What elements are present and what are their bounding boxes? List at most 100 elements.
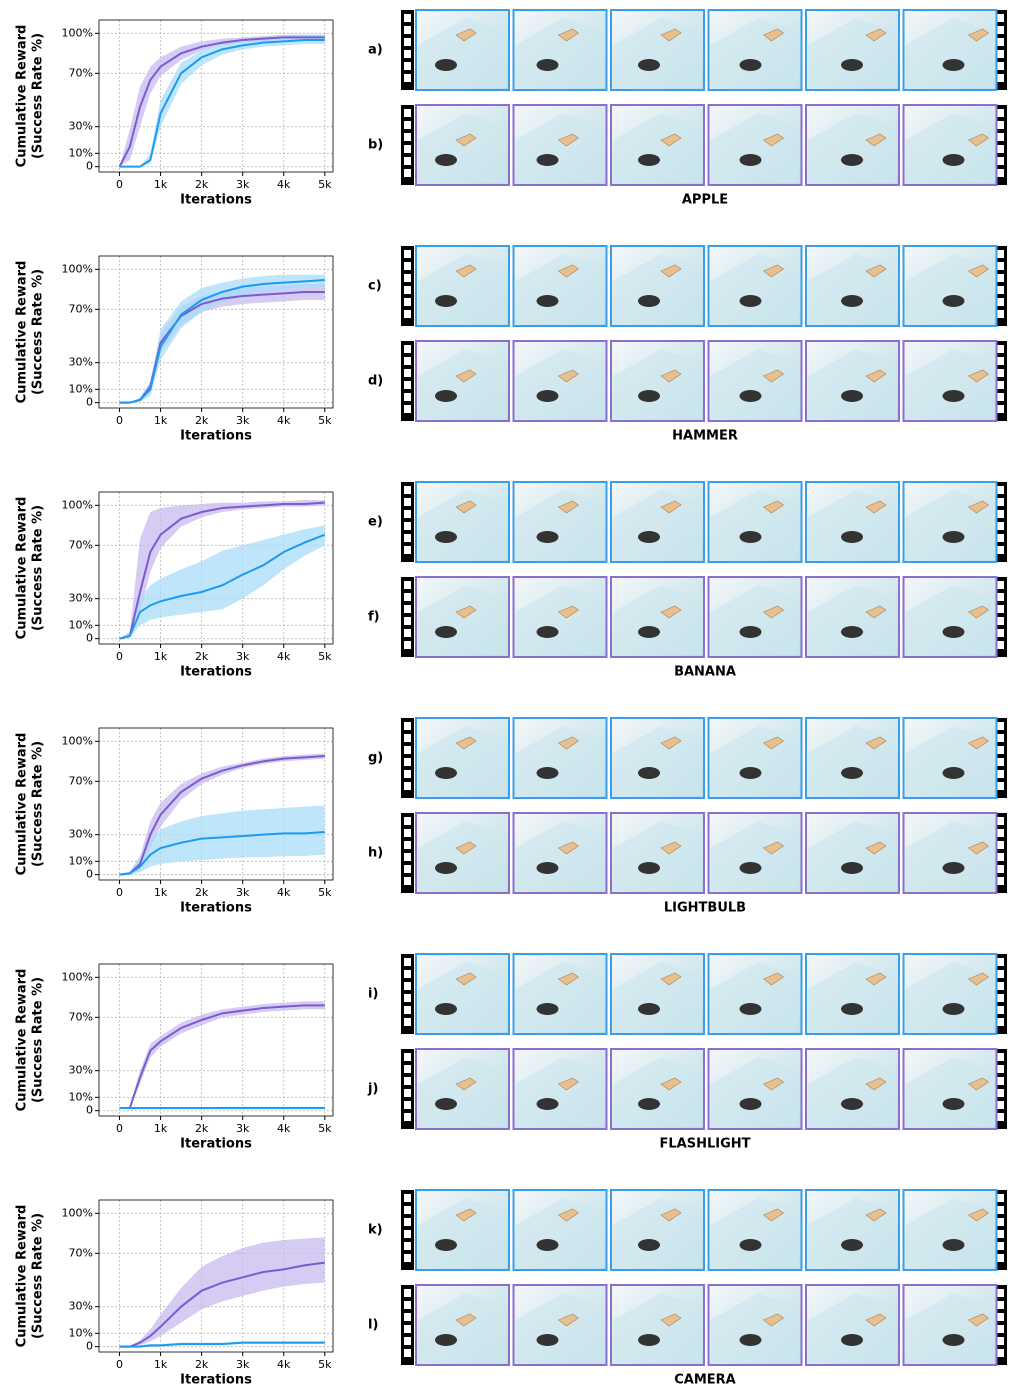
shadow — [536, 1334, 559, 1346]
film-hole — [997, 405, 1004, 413]
shadow — [841, 531, 863, 543]
shadow — [739, 626, 762, 638]
line-series — [119, 1261, 325, 1348]
film-hole — [404, 369, 411, 377]
table-surface — [418, 1198, 507, 1268]
shadow — [841, 59, 863, 71]
film-hole — [404, 121, 411, 129]
film-hole — [997, 1313, 1004, 1321]
y-axis-label: (Success Rate %) — [31, 505, 46, 631]
row-label: g) — [368, 751, 383, 766]
y-axis-label: (Success Rate %) — [31, 977, 46, 1103]
hand — [967, 1208, 990, 1222]
x-tick-label: 4k — [277, 178, 291, 191]
shadow — [536, 862, 559, 874]
shadow — [942, 154, 965, 166]
film-hole — [997, 1289, 1004, 1297]
film-hole — [404, 381, 411, 389]
film-hole — [404, 1289, 411, 1297]
y-axis-label: (Success Rate %) — [31, 33, 46, 159]
film-hole — [997, 1218, 1004, 1226]
x-tick-label: 4k — [277, 650, 291, 663]
film-hole — [404, 510, 411, 518]
shadow — [536, 626, 559, 638]
shadow — [841, 1239, 863, 1251]
hand — [557, 133, 580, 147]
row-label: k) — [368, 1223, 383, 1238]
y-tick-label: 30% — [69, 120, 93, 133]
y-tick-label: 70% — [69, 302, 93, 315]
film-hole — [404, 1218, 411, 1226]
hand — [967, 736, 990, 750]
film-hole — [997, 770, 1004, 778]
shadow — [536, 59, 559, 71]
confidence-band — [119, 500, 325, 639]
shadow — [638, 531, 660, 543]
film-hole — [997, 982, 1004, 990]
line-series — [119, 1004, 325, 1109]
shadow — [435, 390, 457, 402]
film-hole — [404, 605, 411, 613]
hand — [660, 605, 682, 619]
hand — [762, 972, 785, 986]
table-surface — [418, 349, 507, 419]
row-label: a) — [368, 43, 383, 58]
y-tick-label: 0 — [86, 868, 93, 881]
shadow — [841, 1003, 863, 1015]
film-hole — [997, 1254, 1004, 1262]
shadow — [942, 767, 965, 779]
hand — [967, 972, 990, 986]
x-tick-label: 0 — [116, 414, 123, 427]
film-hole — [997, 1065, 1004, 1073]
hand — [557, 500, 580, 514]
film-hole — [997, 109, 1004, 117]
film-hole — [997, 145, 1004, 153]
shadow — [942, 1003, 965, 1015]
x-tick-label: 2k — [195, 1122, 209, 1135]
table-surface — [613, 18, 702, 88]
film-hole — [404, 38, 411, 46]
object-title: FLASHLIGHT — [659, 1137, 750, 1152]
hand — [557, 972, 580, 986]
film-hole — [404, 758, 411, 766]
film-hole — [404, 958, 411, 966]
hand — [455, 972, 477, 986]
y-tick-label: 0 — [86, 1340, 93, 1353]
y-tick-label: 10% — [69, 1326, 93, 1339]
film-hole — [997, 1301, 1004, 1309]
table-surface — [905, 113, 995, 183]
film-hole — [997, 1089, 1004, 1097]
hand — [865, 605, 887, 619]
y-tick-label: 10% — [69, 854, 93, 867]
y-tick-label: 10% — [69, 382, 93, 395]
film-hole — [404, 1325, 411, 1333]
object-title: APPLE — [682, 193, 728, 208]
film-hole — [997, 121, 1004, 129]
film-hole — [404, 534, 411, 542]
table-surface — [808, 349, 897, 419]
film-hole — [997, 486, 1004, 494]
shadow — [841, 626, 863, 638]
film-hole — [997, 1230, 1004, 1238]
shadow — [739, 59, 762, 71]
hand — [455, 1077, 477, 1091]
film-hole — [997, 1077, 1004, 1085]
film-hole — [404, 1313, 411, 1321]
shadow — [536, 154, 559, 166]
film-hole — [997, 1349, 1004, 1357]
film-hole — [997, 274, 1004, 282]
line-series — [119, 279, 325, 404]
hand — [865, 264, 887, 278]
table-surface — [515, 113, 605, 183]
table-surface — [418, 254, 507, 324]
shadow — [435, 626, 457, 638]
shadow — [739, 390, 762, 402]
y-tick-label: 70% — [69, 66, 93, 79]
hand — [762, 264, 785, 278]
hand — [557, 736, 580, 750]
row-label: h) — [368, 846, 383, 861]
y-axis-label: (Success Rate %) — [31, 269, 46, 395]
film-hole — [997, 817, 1004, 825]
shadow — [841, 862, 863, 874]
film-hole — [404, 770, 411, 778]
